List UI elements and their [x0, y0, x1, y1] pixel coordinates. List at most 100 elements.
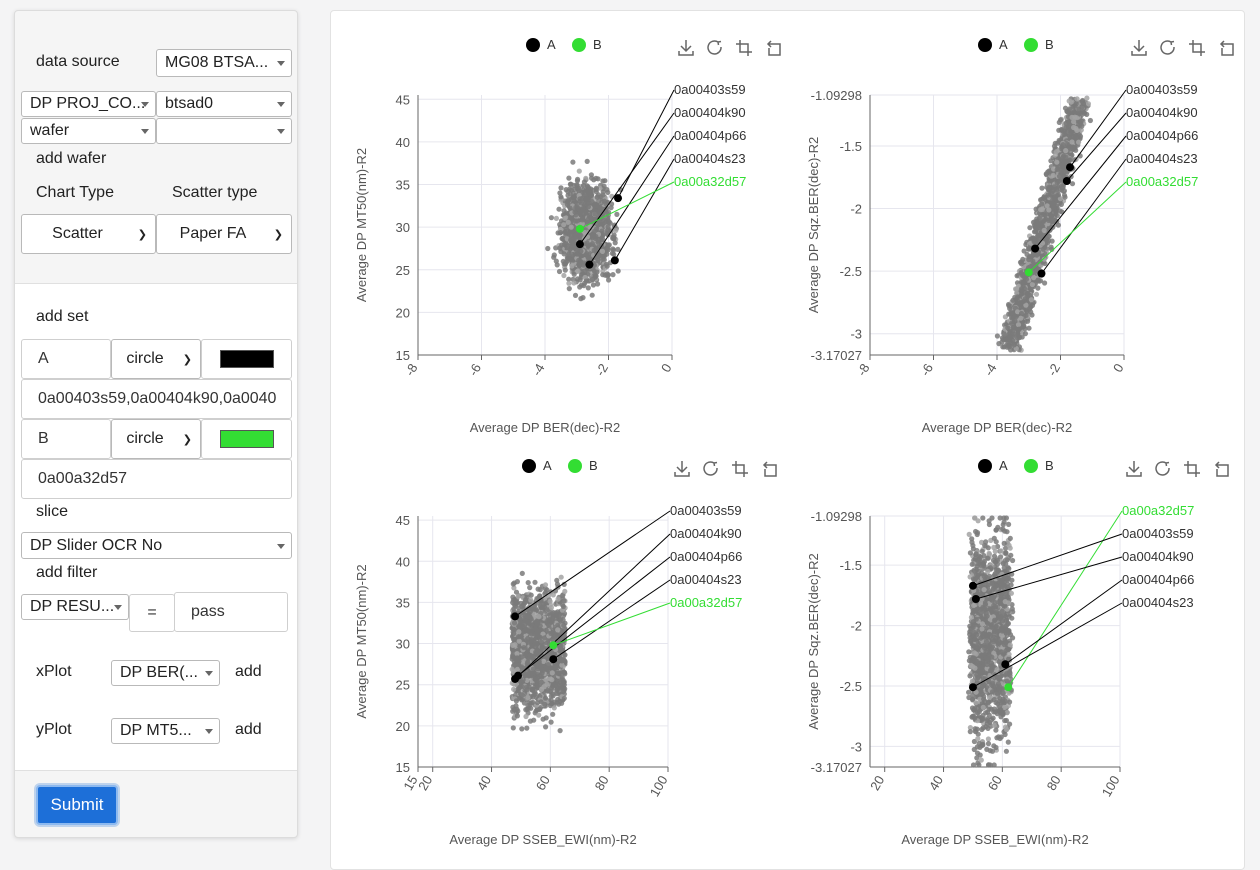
xplot-select[interactable]: DP BER(... — [111, 660, 220, 686]
set-b-shape-select[interactable]: circle❯ — [111, 419, 201, 459]
cloud-point — [568, 206, 573, 211]
add-filter-link[interactable]: add filter — [36, 564, 97, 582]
cloud-point — [552, 252, 557, 257]
cloud-point — [558, 728, 563, 733]
series-point-b — [549, 641, 557, 649]
y-tick-label: -1.09298 — [811, 88, 862, 103]
set-b-items-input[interactable]: 0a00a32d57 — [21, 459, 292, 499]
crop-icon[interactable] — [732, 461, 748, 477]
set-a-name-input[interactable]: A — [21, 339, 111, 379]
group-value-select[interactable] — [156, 118, 292, 144]
refresh-icon[interactable] — [1161, 41, 1174, 54]
cloud-point — [589, 172, 594, 177]
cloud-point — [1015, 294, 1020, 299]
filter-value-input[interactable]: pass — [174, 592, 288, 632]
cloud-point — [565, 253, 570, 258]
chart-type-select[interactable]: Scatter❯ — [21, 214, 156, 254]
slice-select[interactable]: DP Slider OCR No — [21, 532, 292, 559]
set-b-items: 0a00a32d57 — [38, 470, 127, 488]
cloud-point — [610, 246, 615, 251]
set-a-shape-select[interactable]: circle❯ — [111, 339, 201, 379]
set-b-name-input[interactable]: B — [21, 419, 111, 459]
set-b-color-picker[interactable] — [201, 419, 292, 459]
cloud-point — [1035, 286, 1040, 291]
set-a-color-picker[interactable] — [201, 339, 292, 379]
group-field-select[interactable]: wafer — [21, 118, 156, 144]
cloud-point — [1063, 148, 1068, 153]
restore-icon[interactable] — [764, 462, 776, 476]
cloud-point — [1027, 225, 1032, 230]
series-point-a — [511, 612, 519, 620]
yplot-select[interactable]: DP MT5... — [111, 718, 220, 744]
cloud-point — [1060, 155, 1065, 160]
cloud-point — [1057, 174, 1062, 179]
x-tick-label: -2 — [1044, 361, 1063, 379]
x-tick-label: -6 — [465, 361, 484, 379]
add-set-link[interactable]: add set — [36, 308, 88, 326]
x-tick-label: 0 — [1110, 361, 1127, 375]
crop-icon[interactable] — [1189, 40, 1205, 56]
scatter-type-select[interactable]: Paper FA❯ — [156, 214, 292, 254]
cloud-point — [1049, 245, 1054, 250]
cloud-point — [589, 215, 594, 220]
cloud-point — [1049, 219, 1054, 224]
proj-value-select[interactable]: btsad0 — [156, 91, 292, 117]
cloud-point — [610, 272, 615, 277]
cloud-point — [571, 280, 576, 285]
point-label: 0a00404k90 — [674, 105, 746, 120]
cloud-point — [604, 262, 609, 267]
cloud-point — [569, 263, 574, 268]
set-a-color-swatch — [220, 350, 274, 368]
cloud-point — [563, 268, 568, 273]
cloud-point — [558, 249, 563, 254]
series-point-a — [614, 194, 622, 202]
set-a-items-input[interactable]: 0a00403s59,0a00404k90,0a0040 — [21, 379, 292, 419]
cloud-point — [602, 199, 607, 204]
refresh-icon[interactable] — [704, 462, 717, 475]
chevron-down-icon: ❯ — [274, 228, 283, 241]
cloud-point — [512, 580, 517, 585]
y-tick-label: 45 — [396, 92, 410, 107]
y-tick-label: -1.09298 — [811, 509, 862, 524]
filter-operator[interactable]: = — [129, 594, 175, 632]
refresh-icon[interactable] — [708, 41, 721, 54]
cloud-point — [545, 246, 550, 251]
y-tick-label: 20 — [396, 719, 410, 734]
cloud-point — [1040, 207, 1045, 212]
download-icon[interactable] — [679, 40, 693, 55]
cloud-point — [566, 281, 571, 286]
cloud-point — [520, 692, 525, 697]
cloud-point — [1018, 316, 1023, 321]
restore-icon[interactable] — [768, 41, 780, 55]
cloud-point — [1022, 248, 1027, 253]
xplot-add-link[interactable]: add — [235, 663, 262, 681]
proj-field-select[interactable]: DP PROJ_CO... — [21, 91, 156, 117]
x-tick-label: 80 — [1044, 773, 1064, 793]
data-source-select[interactable]: MG08 BTSA... — [156, 49, 292, 77]
yplot-add-link[interactable]: add — [235, 721, 262, 739]
cloud-point — [1088, 118, 1093, 123]
series-point-a — [1031, 245, 1039, 253]
x-tick-label: -4 — [529, 361, 548, 379]
cloud-point — [573, 205, 578, 210]
download-icon[interactable] — [675, 461, 689, 476]
download-icon[interactable] — [1132, 40, 1146, 55]
cloud-point — [1016, 332, 1021, 337]
cloud-point — [1030, 259, 1035, 264]
crop-icon[interactable] — [736, 40, 752, 56]
cloud-point — [548, 599, 553, 604]
add-wafer-link[interactable]: add wafer — [36, 150, 106, 168]
cloud-point — [558, 230, 563, 235]
x-tick-label: 80 — [592, 773, 612, 793]
y-tick-label: -1.5 — [840, 558, 862, 573]
x-tick-label: 60 — [533, 773, 553, 793]
filter-field-select[interactable]: DP RESU... — [21, 594, 129, 620]
cloud-point — [530, 694, 535, 699]
filter-value: pass — [191, 603, 225, 621]
cloud-point — [594, 226, 599, 231]
cloud-point — [1069, 146, 1074, 151]
submit-button[interactable]: Submit — [36, 785, 118, 825]
cloud-point — [1012, 342, 1017, 347]
legend-label: B — [593, 37, 602, 52]
restore-icon[interactable] — [1221, 41, 1233, 55]
